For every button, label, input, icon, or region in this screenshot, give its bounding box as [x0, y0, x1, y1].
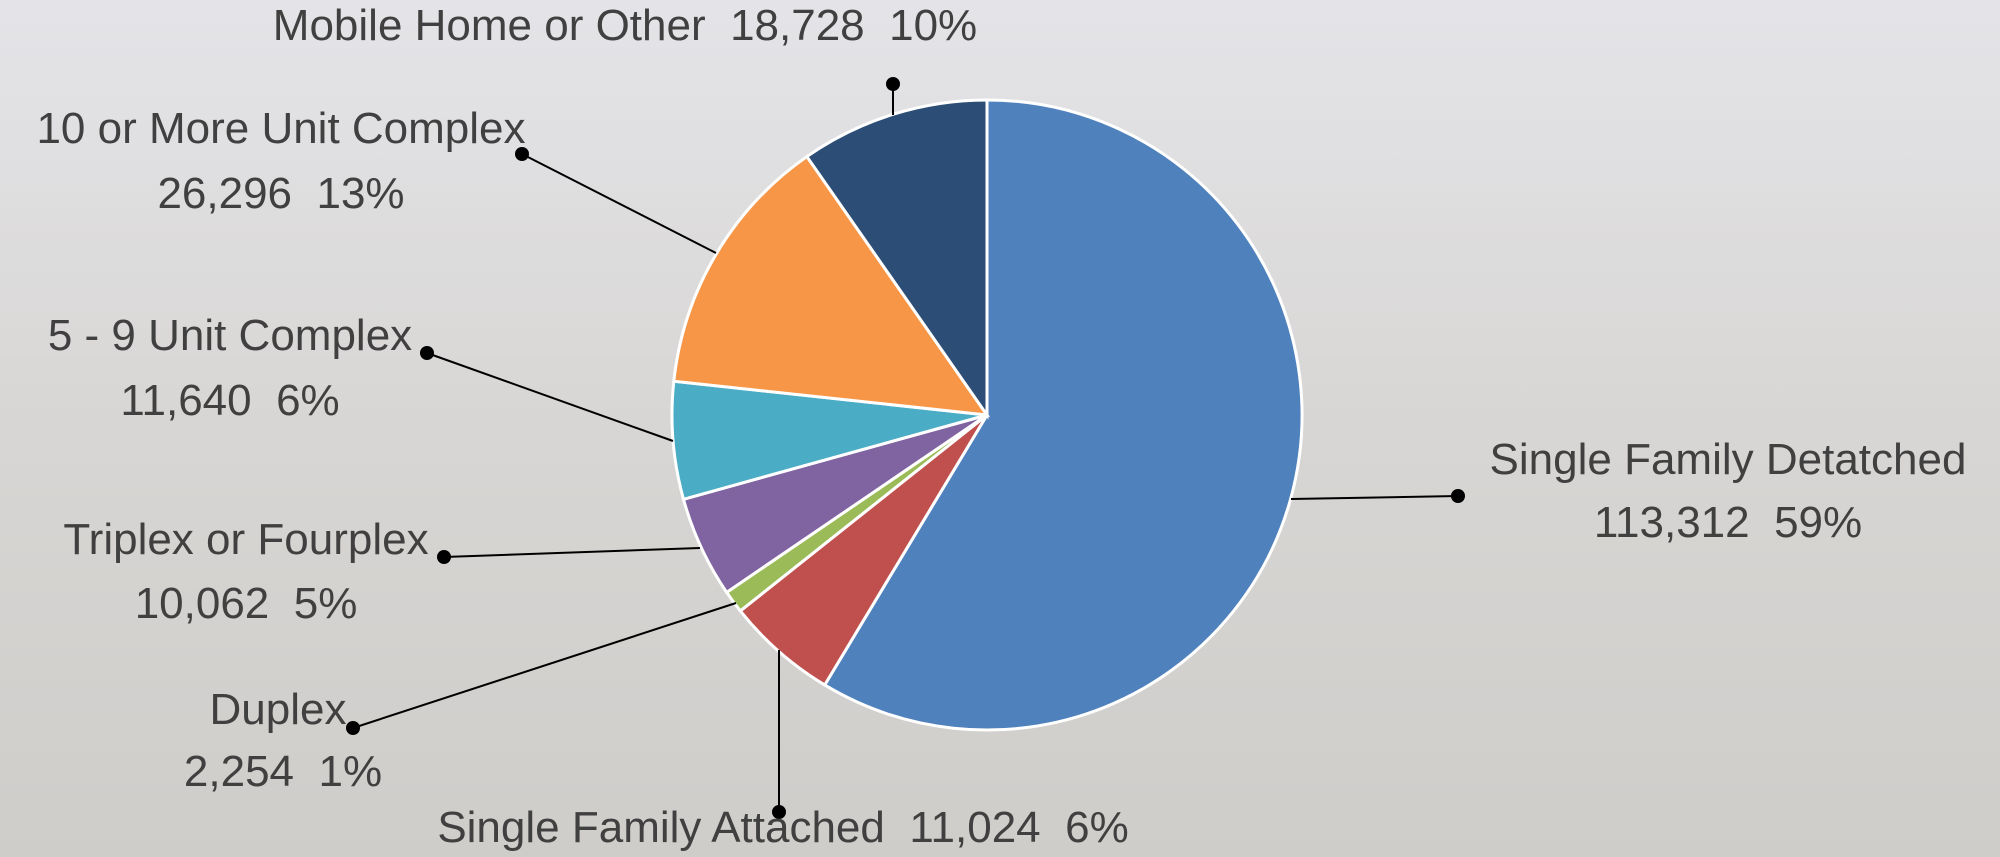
data-label: 113,312 59%	[1594, 498, 1862, 547]
leader-line	[352, 602, 737, 729]
data-label: 2,254 1%	[184, 747, 382, 796]
leader-line	[1290, 495, 1459, 500]
pie-slice	[670, 379, 988, 502]
leader-dot	[437, 550, 451, 564]
percent-label: 10%	[889, 1, 977, 50]
leader-line	[521, 153, 717, 254]
category-label: Duplex	[210, 685, 347, 734]
percent-label: 1%	[318, 747, 382, 796]
leader-line	[443, 547, 701, 558]
category-label: Mobile Home or Other	[273, 1, 706, 50]
data-label: Single Family Attached 11,024 6%	[437, 803, 1128, 852]
value-label: 18,728	[730, 1, 865, 50]
category-label: 5 - 9 Unit Complex	[48, 311, 412, 360]
leader-dot	[1451, 489, 1465, 503]
leader-dot	[420, 346, 434, 360]
category-label: Single Family Attached	[437, 803, 885, 852]
value-label: 11,640	[120, 376, 251, 425]
data-label: 10 or More Unit Complex	[36, 104, 525, 153]
category-label: Triplex or Fourplex	[63, 515, 428, 564]
data-label: 5 - 9 Unit Complex	[48, 311, 412, 360]
data-label: 26,296 13%	[157, 169, 404, 218]
value-label: 11,024	[909, 803, 1040, 852]
leader-dot	[886, 77, 900, 91]
percent-label: 6%	[1065, 803, 1129, 852]
value-label: 2,254	[184, 747, 294, 796]
data-label: Duplex	[210, 685, 347, 734]
category-label: 10 or More Unit Complex	[36, 104, 525, 153]
percent-label: 5%	[294, 579, 358, 628]
value-label: 10,062	[135, 579, 270, 628]
pie-slice	[672, 154, 991, 417]
percent-label: 6%	[276, 376, 340, 425]
leader-dot	[515, 147, 529, 161]
value-label: 26,296	[157, 169, 292, 218]
data-label: 11,640 6%	[120, 376, 339, 425]
leader-line	[426, 352, 674, 442]
percent-label: 59%	[1774, 498, 1862, 547]
pie-slice	[822, 98, 1304, 732]
data-label: 10,062 5%	[135, 579, 358, 628]
leader-dot	[346, 721, 360, 735]
data-label: Single Family Detatched	[1490, 435, 1967, 484]
percent-label: 13%	[316, 169, 404, 218]
data-label: Triplex or Fourplex	[63, 515, 428, 564]
category-label: Single Family Detatched	[1490, 435, 1967, 484]
leader-dot	[772, 805, 786, 819]
value-label: 113,312	[1594, 498, 1750, 547]
data-label: Mobile Home or Other 18,728 10%	[273, 1, 977, 50]
